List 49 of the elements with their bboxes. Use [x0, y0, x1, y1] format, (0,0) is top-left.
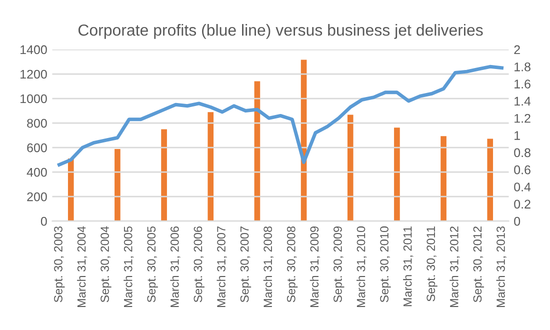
- bar: [347, 114, 354, 222]
- x-tick-label: March 31, 2005: [124, 226, 134, 308]
- x-tick-label: Sept. 30, 2009: [334, 226, 344, 302]
- x-tick-label: Sept. 30, 2008: [286, 226, 298, 302]
- bar: [68, 158, 74, 222]
- y-tick-label: 0: [40, 216, 47, 226]
- x-tick-label: March 31, 2011: [403, 226, 414, 306]
- y2-tick-label: 1: [514, 131, 520, 140]
- y-tick-label: 600: [27, 143, 47, 152]
- x-tick-label: March 31, 2008: [263, 226, 274, 308]
- bar: [394, 128, 400, 222]
- x-tick-label: Sept. 30, 2005: [147, 226, 158, 302]
- y2-tick-label: 0: [514, 216, 520, 226]
- bar: [114, 149, 120, 222]
- x-tick-label: March 31, 2010: [356, 226, 367, 308]
- x-tick-label: March 31, 2007: [216, 226, 227, 308]
- y2-tick-label: 2: [514, 45, 520, 54]
- x-tick-label: Sept. 30, 2010: [380, 226, 391, 302]
- line-series: [58, 64, 504, 166]
- x-tick-label: Sept. 30, 2004: [100, 226, 112, 302]
- y2-tick-label: 1.2: [514, 114, 530, 123]
- x-tick-label: March 31, 2009: [310, 226, 320, 308]
- x-tick-label: Sept. 30, 2011: [426, 226, 438, 302]
- y-tick-label: 1000: [20, 94, 47, 104]
- x-tick-label: March 31, 2013: [496, 226, 506, 308]
- y2-tick-label: 1.8: [514, 62, 530, 72]
- x-tick-label: March 31, 2004: [77, 226, 88, 308]
- bar: [161, 129, 167, 222]
- chart-title: Corporate profits (blue line) versus business jet deliveries: [78, 24, 483, 39]
- x-tick-label: Sept. 30, 2006: [194, 226, 204, 302]
- y2-tick-label: 0.2: [514, 200, 530, 209]
- y2-tick-label: 0.6: [514, 165, 530, 174]
- bar: [208, 112, 214, 222]
- bar: [487, 138, 494, 222]
- x-tick-label: Sept. 30, 2003: [54, 226, 65, 302]
- y2-tick-label: 0.4: [514, 182, 531, 192]
- y-tick-label: 1200: [20, 70, 47, 79]
- y2-tick-label: 0.8: [514, 148, 530, 158]
- y-tick-label: 200: [27, 192, 47, 202]
- bar: [440, 136, 446, 222]
- y-tick-label: 800: [27, 118, 47, 128]
- x-tick-label: Sept. 30, 2007: [240, 226, 252, 302]
- x-tick-label: March 31, 2012: [450, 226, 460, 308]
- y-tick-label: 400: [26, 168, 47, 177]
- x-tick-label: March 31, 2006: [170, 226, 180, 308]
- y2-tick-label: 1.4: [514, 96, 531, 106]
- x-tick-label: Sept. 30, 2012: [473, 226, 484, 302]
- y2-tick-label: 1.6: [514, 80, 530, 88]
- y-tick-label: 1400: [20, 45, 47, 54]
